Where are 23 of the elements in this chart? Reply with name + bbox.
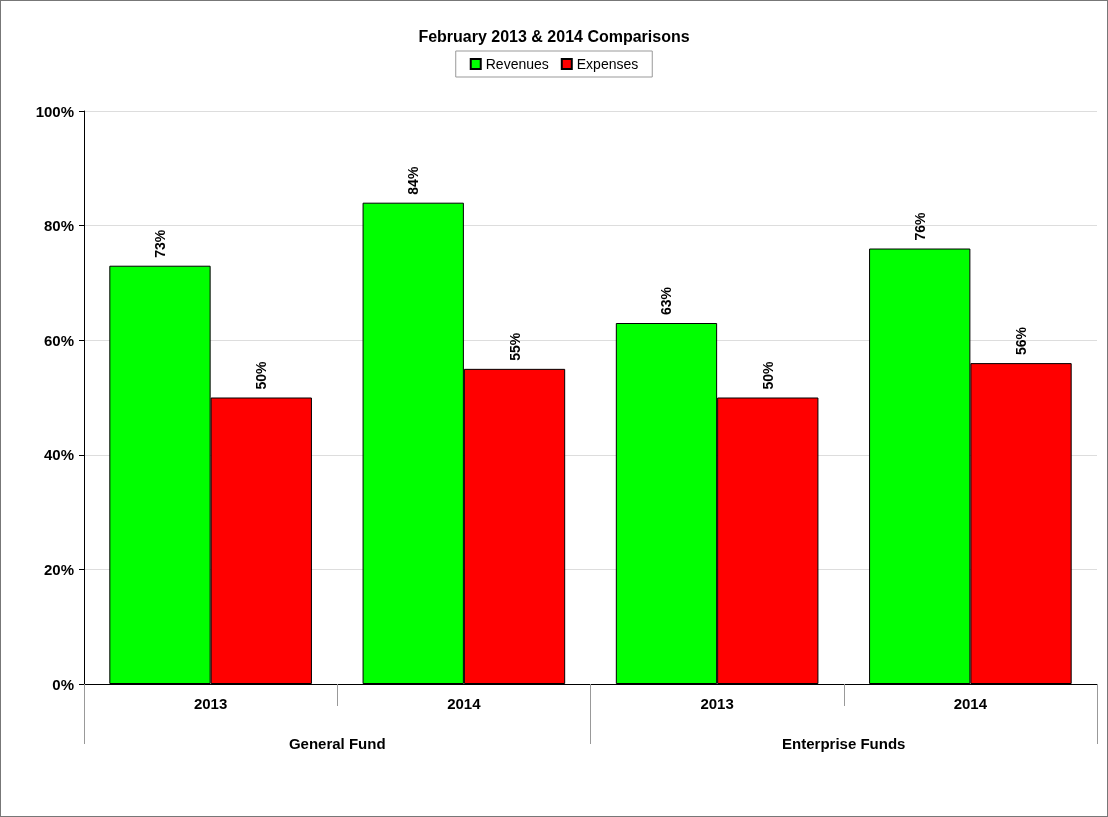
data-label: 73% — [151, 229, 168, 258]
data-label: 56% — [1013, 326, 1030, 356]
y-tick-label: 0% — [52, 675, 74, 693]
data-label: 84% — [405, 166, 422, 195]
x-tick-label: 2013 — [193, 695, 228, 712]
data-label: 63% — [658, 286, 675, 316]
text: Enterprise Funds — [782, 735, 906, 752]
data-label: 50% — [759, 360, 776, 390]
chart-title: February 2013 & 2014 Comparisons — [418, 27, 690, 45]
data-label: 50% — [253, 360, 270, 390]
data-label: 76% — [911, 211, 928, 241]
y-tick-label: 40% — [43, 446, 74, 464]
y-tick-label: 80% — [43, 217, 74, 235]
legend-label: Revenues — [485, 56, 549, 72]
legend-label: Expenses — [576, 56, 639, 72]
x-tick-label: 2013 — [700, 695, 734, 712]
text: General Fund — [288, 735, 386, 752]
x-tick-label: 2014 — [953, 695, 988, 712]
x-tick-label: 2014 — [447, 695, 482, 712]
data-label: 55% — [506, 332, 523, 361]
y-tick-label: 100% — [35, 102, 74, 120]
y-tick-label: 20% — [43, 560, 74, 578]
y-tick-label: 60% — [43, 331, 74, 349]
